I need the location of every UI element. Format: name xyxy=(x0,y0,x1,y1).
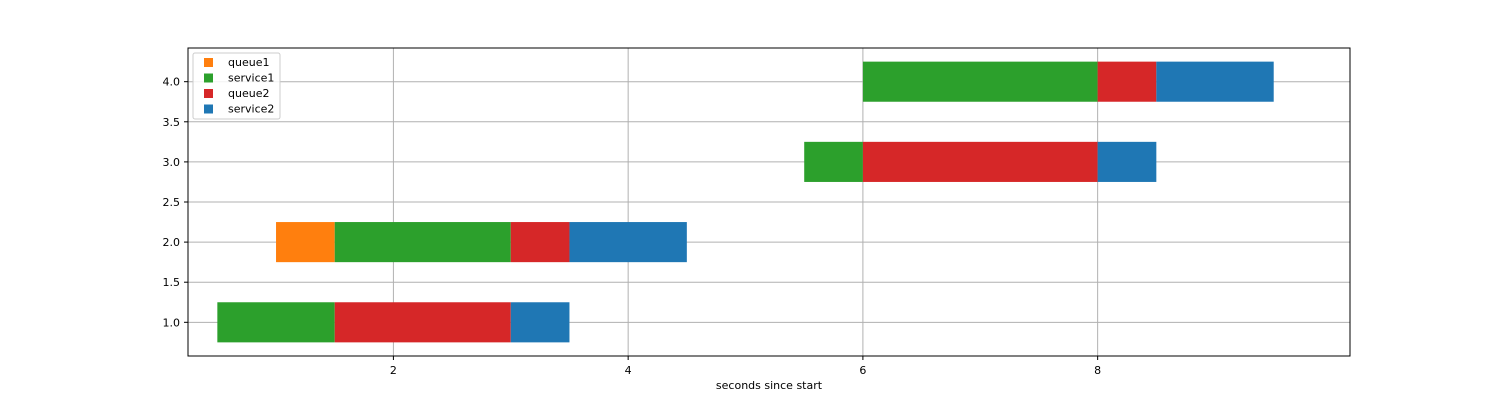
bar-segment-service2 xyxy=(510,302,570,343)
bar-segment-service1 xyxy=(804,141,863,182)
legend-swatch-service2 xyxy=(204,104,213,114)
bar-segment-queue2 xyxy=(862,141,1098,182)
ticks-layer: 2 4 6 8 1.0 1.5 2.0 2.5 3.0 3.5 4.0 xyxy=(163,76,1102,377)
bar-segment-queue2 xyxy=(334,302,511,343)
y-tick-label: 4.0 xyxy=(163,76,181,89)
legend-label-queue2: queue2 xyxy=(228,87,269,100)
bar-segment-service1 xyxy=(862,61,1098,102)
x-tick-label: 2 xyxy=(390,364,397,377)
y-tick-label: 3.5 xyxy=(163,116,181,129)
y-tick-label: 1.0 xyxy=(163,316,181,329)
y-tick-label: 2.0 xyxy=(163,236,181,249)
legend-label-service1: service1 xyxy=(228,72,274,85)
legend-swatch-queue1 xyxy=(204,58,213,67)
bar-segment-service2 xyxy=(1156,61,1274,102)
y-tick-label: 1.5 xyxy=(163,276,181,289)
legend-swatch-queue2 xyxy=(204,89,213,98)
x-axis-label: seconds since start xyxy=(716,379,823,392)
legend-label-service2: service2 xyxy=(228,103,274,116)
bar-segment-service2 xyxy=(1097,141,1157,182)
bars-layer xyxy=(217,61,1274,343)
bar-segment-queue1 xyxy=(276,222,335,263)
x-tick-label: 8 xyxy=(1094,364,1101,377)
legend-box xyxy=(192,52,281,120)
x-tick-label: 4 xyxy=(625,364,632,377)
legend-label-queue1: queue1 xyxy=(228,56,269,69)
bar-segment-queue2 xyxy=(1097,61,1157,102)
bar-segment-service1 xyxy=(334,222,511,263)
legend: queue1 service1 queue2 service2 xyxy=(192,52,281,120)
bar-segment-service2 xyxy=(569,222,687,263)
bar-segment-queue2 xyxy=(510,222,570,263)
y-tick-label: 2.5 xyxy=(163,196,181,209)
bar-segment-service1 xyxy=(217,302,335,343)
legend-swatch-service1 xyxy=(204,73,213,83)
y-tick-label: 3.0 xyxy=(163,156,181,169)
x-tick-label: 6 xyxy=(859,364,866,377)
